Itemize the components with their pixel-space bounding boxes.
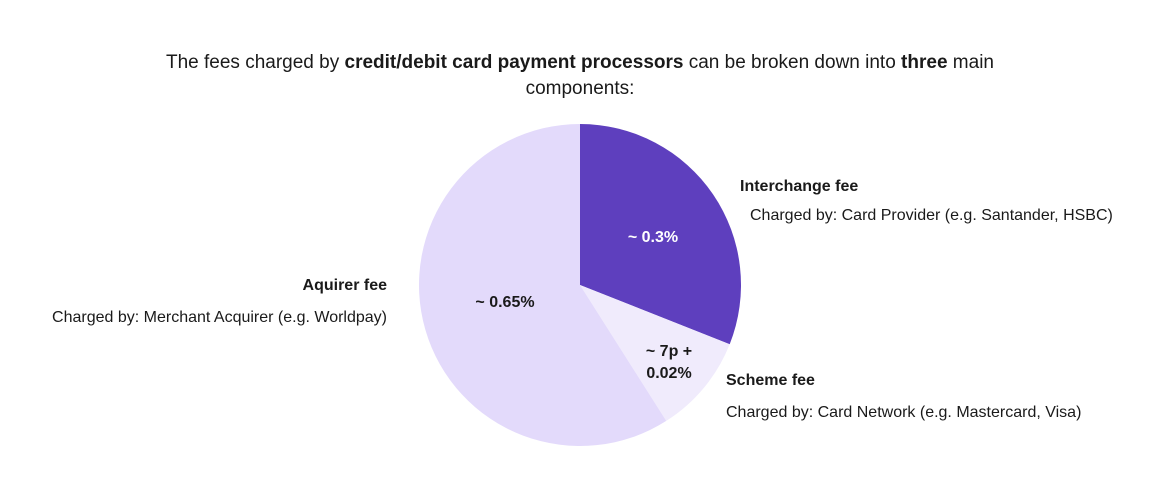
category-label: Scheme fee	[726, 372, 815, 389]
chart-title: The fees charged by credit/debit card pa…	[150, 50, 1010, 102]
title-part: The fees charged by	[166, 52, 345, 73]
pie-slice	[580, 285, 730, 421]
category-label: Aquirer fee	[303, 277, 388, 294]
slice-label: 0.02%	[646, 365, 691, 382]
title-part: credit/debit card payment processors	[344, 52, 684, 73]
category-description: Charged by: Card Network (e.g. Mastercar…	[726, 404, 1081, 421]
slice-label: ~ 0.3%	[628, 229, 678, 246]
slice-label: ~ 0.65%	[475, 294, 534, 311]
title-part: can be broken down into	[683, 52, 902, 73]
pie-slice	[580, 124, 741, 345]
pie-slice	[419, 124, 667, 446]
slice-label: ~ 7p +	[646, 343, 692, 360]
category-label: Interchange fee	[740, 178, 858, 195]
category-description: Charged by: Card Provider (e.g. Santande…	[750, 207, 1113, 224]
title-part: three	[901, 52, 948, 73]
title-part: main components:	[525, 52, 994, 99]
category-description: Charged by: Merchant Acquirer (e.g. Worl…	[52, 309, 387, 326]
